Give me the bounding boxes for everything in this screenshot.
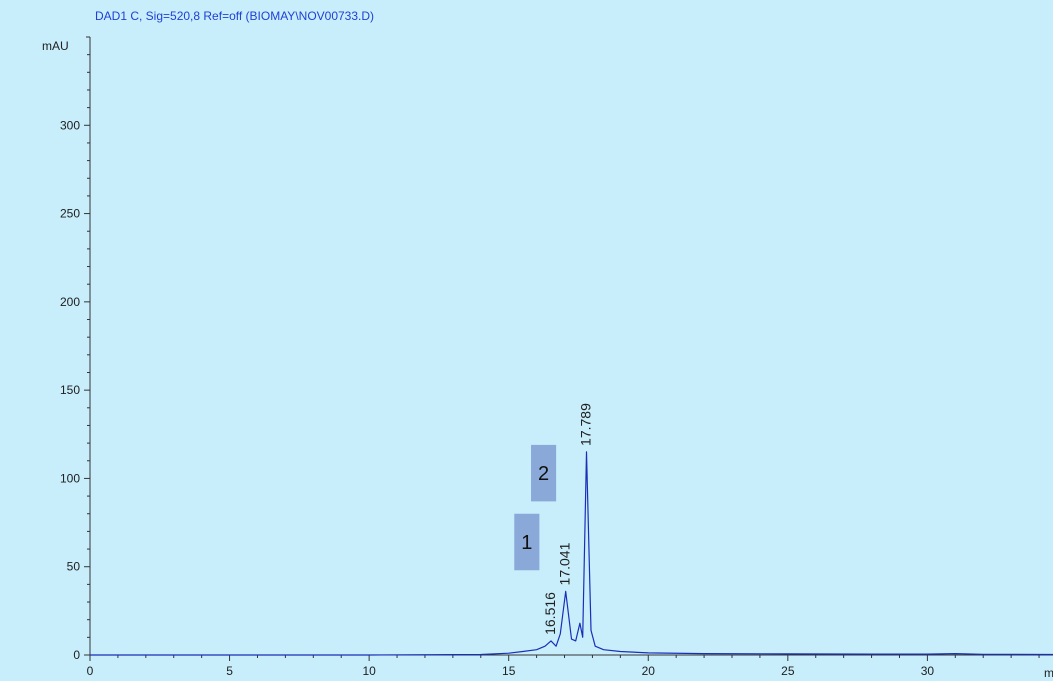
x-tick-label: 20: [642, 664, 656, 678]
x-axis-unit-label: m: [1044, 666, 1053, 680]
y-tick-label: 250: [60, 207, 80, 221]
x-tick-label: 15: [502, 664, 516, 678]
annotation-label: 2: [538, 463, 549, 485]
peak-retention-label: 17.789: [578, 403, 594, 446]
annotation-box: [514, 513, 540, 571]
x-tick-label: 25: [781, 664, 795, 678]
annotation-markers: 12: [514, 444, 557, 571]
x-tick-label: 0: [87, 664, 94, 678]
y-tick-label: 200: [60, 295, 80, 309]
x-tick-label: 10: [362, 664, 376, 678]
signal-title: DAD1 C, Sig=520,8 Ref=off (BIOMAY\NOV007…: [95, 9, 374, 23]
annotation-label: 1: [521, 532, 532, 554]
y-tick-label: 300: [60, 118, 80, 132]
trace-group: [90, 451, 1053, 656]
annotation-box: [531, 444, 557, 502]
x-tick-label: 5: [226, 664, 233, 678]
peak-labels: 16.516 17.041 17.789: [542, 403, 594, 635]
chromatogram-trace: [90, 451, 1053, 656]
x-tick-label: 30: [921, 664, 935, 678]
peak-retention-label: 16.516: [542, 592, 558, 635]
peak-retention-label: 17.041: [557, 542, 573, 585]
y-tick-label: 50: [67, 560, 81, 574]
y-axis-unit-label: mAU: [42, 39, 69, 53]
y-tick-label: 150: [60, 383, 80, 397]
y-tick-label: 0: [73, 648, 80, 662]
y-tick-label: 100: [60, 471, 80, 485]
